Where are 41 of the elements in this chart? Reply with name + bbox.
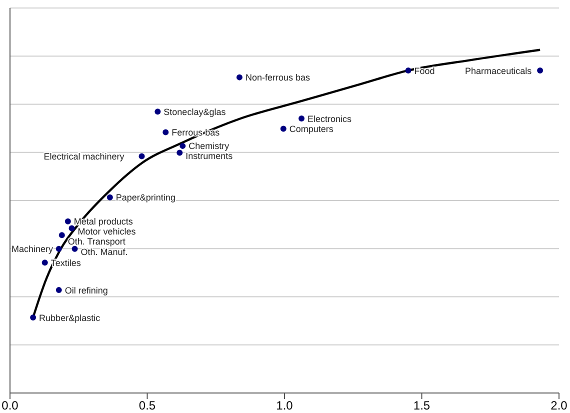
annotation: Ferrous bas [172,128,220,138]
point [72,246,78,252]
point [30,314,36,321]
point [106,194,113,200]
x-tick-label: 1.5 [413,398,430,413]
point [56,287,62,294]
point [537,67,544,74]
annotation: Electronics [308,114,352,124]
point [58,232,65,238]
point [280,126,286,132]
point [56,246,62,252]
annotation: Non-ferrous bas [245,72,311,83]
point [298,115,305,122]
point [154,108,161,115]
annotation: Food [414,66,435,76]
annotation: Oil refining [64,285,108,296]
point [180,142,186,149]
annotation: Computers [289,124,334,134]
x-tick-label: 0.0 [2,398,19,413]
point [162,129,169,136]
x-tick-label: 2.0 [550,398,568,413]
point [138,153,145,160]
point [64,218,71,224]
point [236,74,242,80]
annotation: Paper&printing [116,192,176,203]
point [405,67,412,74]
x-tick-label: 0.5 [138,398,156,413]
x-tick-label: 1.0 [276,398,294,413]
annotation: Chemistry [188,141,230,152]
point [42,260,48,266]
annotation: Oth. Manuf. [80,247,128,258]
annotation: Electrical machinery [44,152,125,162]
annotation: Instruments [186,151,234,162]
annotation: Motor vehicles [78,226,136,237]
annotation: Oth. Transport [68,236,126,246]
annotation: Rubber&plastic [39,312,101,323]
annotation: Machinery [11,244,54,254]
annotation: Pharmaceuticals [465,66,532,76]
point [176,150,183,156]
annotation: Stoneclay&glas [164,106,226,117]
point [68,225,75,232]
